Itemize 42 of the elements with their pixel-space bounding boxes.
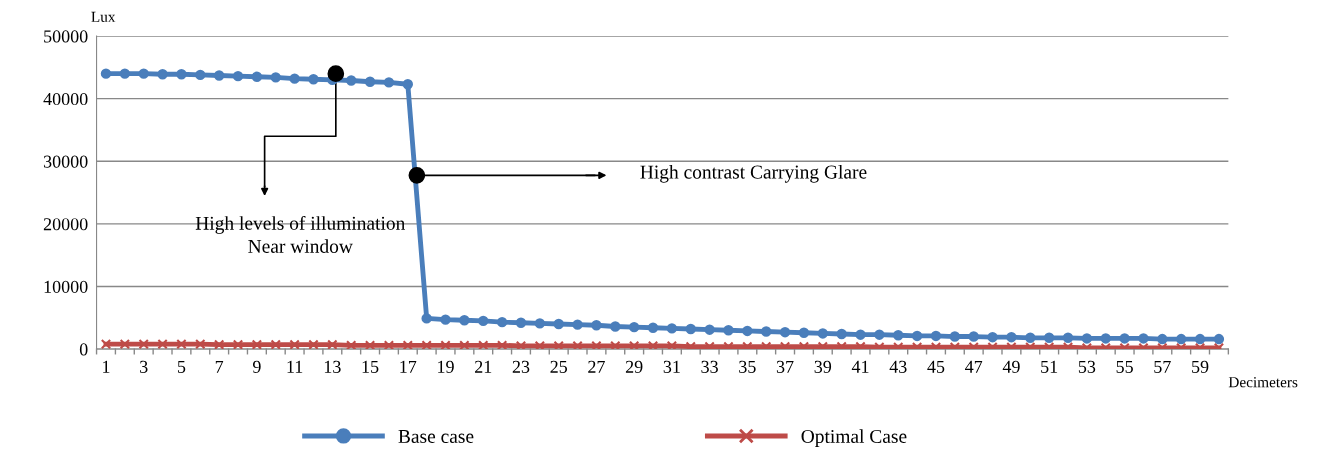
y-axis-title: Lux	[91, 11, 116, 23]
x-tick-label: 19	[438, 360, 454, 373]
x-tick-label: 27	[588, 360, 605, 373]
y-tick-label: 40000	[43, 92, 88, 106]
x-tick-label: 37	[776, 360, 794, 373]
x-tick-label: 3	[140, 360, 148, 373]
y-tick-label: 50000	[44, 30, 88, 43]
x-tick-label: 29	[625, 360, 643, 373]
x-tick-label: 51	[1041, 360, 1058, 373]
x-tick-label: 53	[1078, 360, 1096, 373]
x-tick-label: 33	[701, 360, 718, 373]
x-tick-label: 21	[475, 360, 492, 373]
legend-label: Base case	[398, 430, 474, 443]
x-tick-label: 7	[215, 360, 224, 373]
x-tick-label: 13	[324, 360, 341, 373]
x-tick-label: 35	[739, 360, 756, 373]
x-tick-label: 23	[512, 360, 530, 373]
x-tick-label: 17	[400, 360, 417, 373]
x-tick-label: 49	[1002, 360, 1020, 373]
x-tick-label: 15	[362, 360, 379, 373]
x-tick-label: 1	[103, 360, 110, 373]
legend-label: Optimal Case	[801, 429, 907, 447]
y-tick-label: 10000	[44, 280, 88, 293]
x-tick-label: 57	[1154, 360, 1171, 373]
x-tick-label: 5	[177, 360, 186, 373]
annotation: High contrast Carrying Glare	[640, 164, 867, 183]
y-tick-label: 0	[79, 343, 88, 356]
x-tick-label: 41	[851, 360, 869, 373]
x-tick-label: 59	[1192, 360, 1209, 373]
x-tick-label: 43	[889, 360, 907, 373]
x-axis-title: Decimeters	[1228, 377, 1298, 388]
x-tick-label: 31	[663, 360, 680, 373]
y-tick-label: 20000	[43, 218, 88, 231]
x-tick-label: 55	[1116, 360, 1133, 373]
x-tick-label: 45	[927, 360, 945, 373]
x-tick-label: 47	[965, 360, 983, 373]
x-tick-label: 9	[252, 360, 261, 373]
x-tick-label: 25	[550, 360, 568, 373]
annotation: High levels of illumination Near window	[195, 215, 406, 253]
y-tick-label: 30000	[43, 155, 88, 168]
x-tick-label: 11	[287, 360, 303, 373]
x-tick-label: 39	[814, 360, 832, 373]
